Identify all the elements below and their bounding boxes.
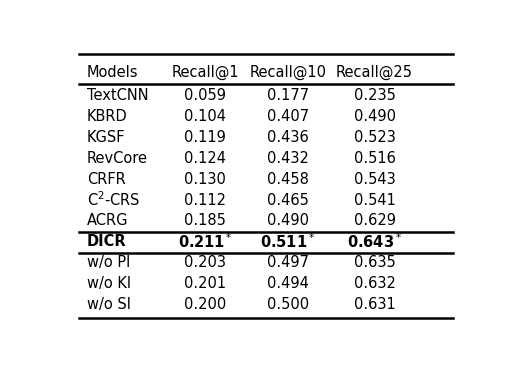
Text: $\mathbf{0.643}^*$: $\mathbf{0.643}^*$ <box>347 232 402 251</box>
Text: 0.104: 0.104 <box>184 109 226 124</box>
Text: $\mathbf{0.511}^*$: $\mathbf{0.511}^*$ <box>260 232 315 251</box>
Text: KBRD: KBRD <box>87 109 128 124</box>
Text: CRFR: CRFR <box>87 172 126 187</box>
Text: RevCore: RevCore <box>87 151 148 166</box>
Text: KGSF: KGSF <box>87 130 125 145</box>
Text: 0.436: 0.436 <box>267 130 309 145</box>
Text: $\mathbf{0.211}^*$: $\mathbf{0.211}^*$ <box>178 232 233 251</box>
Text: 0.112: 0.112 <box>184 193 226 208</box>
Text: 0.629: 0.629 <box>354 214 396 229</box>
Text: 0.516: 0.516 <box>354 151 395 166</box>
Text: 0.631: 0.631 <box>354 297 395 312</box>
Text: 0.465: 0.465 <box>267 193 309 208</box>
Text: C$^2$-CRS: C$^2$-CRS <box>87 191 141 209</box>
Text: 0.407: 0.407 <box>267 109 309 124</box>
Text: 0.200: 0.200 <box>184 297 227 312</box>
Text: 0.432: 0.432 <box>267 151 309 166</box>
Text: 0.490: 0.490 <box>267 214 309 229</box>
Text: 0.124: 0.124 <box>184 151 226 166</box>
Text: 0.497: 0.497 <box>267 255 309 270</box>
Text: w/o PI: w/o PI <box>87 255 131 270</box>
Text: 0.523: 0.523 <box>354 130 395 145</box>
Text: 0.130: 0.130 <box>184 172 226 187</box>
Text: 0.635: 0.635 <box>354 255 395 270</box>
Text: Recall@25: Recall@25 <box>336 65 413 80</box>
Text: 0.632: 0.632 <box>354 276 395 291</box>
Text: ACRG: ACRG <box>87 214 129 229</box>
Text: w/o SI: w/o SI <box>87 297 131 312</box>
Text: 0.119: 0.119 <box>184 130 226 145</box>
Text: 0.201: 0.201 <box>184 276 226 291</box>
Text: DICR: DICR <box>87 234 127 249</box>
Text: TextCNN: TextCNN <box>87 88 149 103</box>
Text: 0.500: 0.500 <box>267 297 309 312</box>
Text: 0.541: 0.541 <box>354 193 395 208</box>
Text: 0.458: 0.458 <box>267 172 309 187</box>
Text: 0.185: 0.185 <box>184 214 226 229</box>
Text: 0.490: 0.490 <box>354 109 396 124</box>
Text: 0.543: 0.543 <box>354 172 395 187</box>
Text: 0.203: 0.203 <box>184 255 226 270</box>
Text: 0.059: 0.059 <box>184 88 226 103</box>
Text: 0.235: 0.235 <box>354 88 395 103</box>
Text: Recall@10: Recall@10 <box>249 65 327 80</box>
Text: w/o KI: w/o KI <box>87 276 131 291</box>
Text: 0.177: 0.177 <box>267 88 309 103</box>
Text: 0.494: 0.494 <box>267 276 309 291</box>
Text: Models: Models <box>87 65 139 80</box>
Text: Recall@1: Recall@1 <box>171 65 239 80</box>
